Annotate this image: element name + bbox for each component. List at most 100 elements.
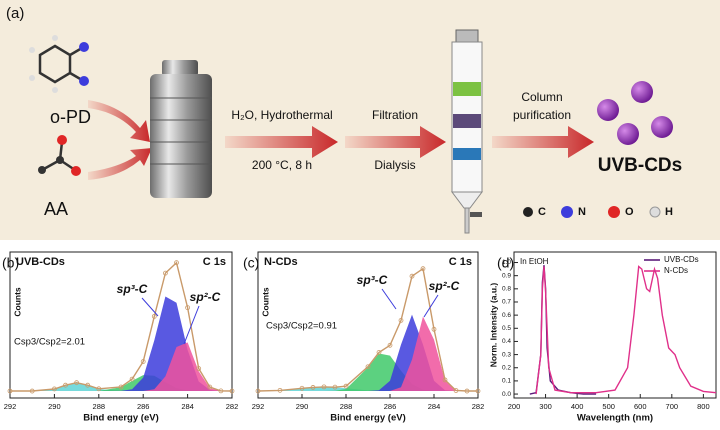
chart-title: N-CDs — [264, 256, 298, 268]
chart-title: In EtOH — [520, 257, 549, 266]
opd-atoms — [29, 35, 89, 93]
x-tick-label: 500 — [602, 402, 615, 411]
data-point — [218, 388, 224, 394]
x-axis-title: Bind energy (eV) — [83, 413, 159, 424]
x-tick-label: 284 — [181, 402, 194, 411]
x-tick-label: 200 — [508, 402, 521, 411]
x-tick-label: 290 — [48, 402, 61, 411]
x-tick-label: 286 — [137, 402, 150, 411]
y-axis-title: Counts — [12, 287, 22, 317]
data-point — [431, 326, 437, 332]
data-point — [207, 384, 213, 390]
column — [451, 29, 483, 234]
data-point — [85, 382, 91, 388]
data-point — [229, 388, 235, 394]
x-tick-label: 288 — [93, 402, 106, 411]
component-area — [10, 382, 232, 391]
y-tick-label: 0.4 — [502, 338, 511, 345]
x-tick-label: 284 — [428, 402, 441, 411]
data-point — [96, 386, 102, 392]
plot-frame — [257, 251, 479, 399]
annotation-arrow — [423, 294, 439, 318]
data-point — [310, 385, 316, 390]
data-point — [63, 382, 68, 388]
data-point — [365, 364, 371, 370]
x-tick-label: 282 — [226, 402, 239, 411]
x-tick-label: 292 — [252, 402, 265, 411]
y-tick-label: 0.5 — [502, 325, 511, 332]
annotation: sp²-C — [190, 290, 221, 304]
panel-label: (d) — [497, 255, 514, 271]
atom-label: N — [578, 206, 586, 218]
y-axis-title: Counts — [260, 287, 270, 317]
atom-label: H — [665, 206, 673, 218]
y-tick-label: 0.1 — [502, 378, 511, 385]
x-axis-title: Bind energy (eV) — [330, 413, 406, 424]
annotation: sp³-C — [117, 282, 148, 296]
chart-subtitle: C 1s — [449, 256, 472, 268]
x-tick-label: 400 — [571, 402, 584, 411]
data-point — [162, 270, 168, 276]
data-point — [129, 376, 135, 382]
component-area — [258, 353, 478, 391]
data-point — [299, 385, 305, 391]
y-tick-label: 0.6 — [502, 312, 511, 319]
panel-label: (c) — [243, 255, 259, 271]
data-point — [332, 384, 338, 390]
plot-frame — [513, 251, 717, 399]
step-label: Filtration — [372, 108, 418, 122]
step-label: Dialysis — [374, 158, 415, 172]
x-tick-label: 600 — [634, 402, 647, 411]
ratio-label: Csp3/Csp2=0.91 — [266, 321, 337, 332]
y-tick-label: 1.0 — [502, 259, 511, 266]
data-point — [398, 318, 404, 323]
plot-frame — [9, 251, 233, 399]
component-area — [10, 342, 232, 391]
y-axis-title: Norm. Intensity (a.u.) — [488, 283, 498, 368]
data-point — [7, 388, 13, 394]
data-point — [442, 377, 448, 383]
arrow — [345, 126, 446, 158]
component-area — [258, 316, 478, 391]
atom-label: C — [538, 206, 546, 218]
x-tick-label: 292 — [4, 402, 17, 411]
y-tick-label: 0.9 — [502, 272, 511, 279]
data-point — [151, 313, 157, 319]
x-tick-label: 290 — [296, 402, 309, 411]
x-axis-title: Wavelength (nm) — [577, 413, 653, 424]
data-point — [475, 388, 481, 394]
step-label: H₂O, Hydrothermal — [231, 108, 332, 122]
annotation: sp²-C — [429, 279, 460, 293]
chart-subtitle: C 1s — [203, 256, 226, 268]
atom-legend — [523, 206, 661, 218]
annotation: sp³-C — [357, 273, 388, 287]
annotation-arrow — [183, 305, 200, 345]
series-line — [535, 265, 717, 395]
component-area — [10, 375, 232, 391]
panel-label: (a) — [6, 5, 24, 22]
aa-atoms — [38, 135, 81, 176]
x-tick-label: 288 — [340, 402, 353, 411]
arrow — [88, 148, 152, 180]
data-point — [277, 387, 283, 393]
step-label: Column — [521, 90, 562, 104]
data-point — [420, 266, 426, 272]
step-label: purification — [513, 108, 571, 122]
x-tick-label: 286 — [384, 402, 397, 411]
data-point — [29, 388, 35, 394]
data-point — [453, 388, 459, 393]
data-point — [255, 388, 261, 394]
legend-label: N-CDs — [664, 266, 688, 275]
data-point — [343, 383, 349, 389]
reactant-label: AA — [44, 199, 68, 219]
x-tick-label: 800 — [697, 402, 710, 411]
y-tick-label: 0.7 — [502, 299, 511, 306]
data-point — [74, 380, 79, 386]
data-point — [387, 342, 393, 348]
data-point — [321, 384, 327, 390]
atom-label: O — [625, 206, 634, 218]
panel-label: (b) — [2, 255, 19, 271]
data-point — [196, 366, 202, 371]
reactant-label: o-PD — [50, 107, 91, 127]
